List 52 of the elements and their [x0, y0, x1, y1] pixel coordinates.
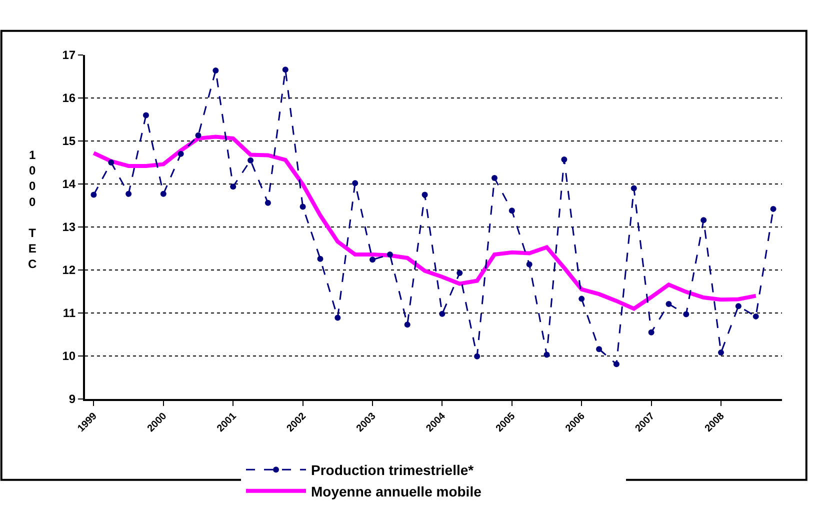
y-tick-label: 13: [62, 220, 76, 234]
point: [300, 204, 306, 210]
point: [561, 156, 568, 162]
point: [683, 311, 690, 318]
legend-label: Moyenne annuelle mobile: [311, 483, 482, 500]
point: [317, 256, 324, 262]
point: [212, 67, 219, 74]
point: [386, 252, 393, 258]
point: [334, 314, 341, 321]
point: [422, 192, 428, 198]
legend-label: Production trimestrielle*: [311, 462, 474, 478]
point: [456, 270, 463, 276]
point: [108, 160, 114, 166]
y-tick-label: 16: [62, 91, 76, 106]
y-tick-label: 14: [62, 177, 76, 192]
point: [230, 184, 236, 190]
point: [735, 303, 742, 310]
point: [596, 346, 602, 352]
y-tick-label: 9: [68, 392, 76, 406]
point: [195, 132, 202, 138]
point: [248, 157, 254, 164]
point: [404, 322, 410, 328]
point: [544, 352, 550, 358]
y-tick-label: 11: [62, 306, 76, 320]
y-tick-label: 15: [62, 134, 76, 148]
y-tick-label: 12: [62, 263, 76, 278]
point: [126, 190, 132, 197]
y-tick-label: 10: [62, 349, 76, 364]
point: [526, 261, 532, 268]
point: [508, 208, 515, 214]
point: [630, 185, 637, 192]
point: [439, 310, 446, 317]
point: [160, 190, 166, 197]
y-tick-label: 17: [62, 48, 76, 62]
point: [491, 174, 498, 181]
point: [613, 361, 620, 368]
point: [282, 66, 288, 73]
point: [264, 200, 271, 206]
point: [352, 180, 358, 186]
point: [370, 256, 376, 263]
point: [142, 112, 149, 118]
point: [666, 300, 672, 307]
point: [178, 150, 184, 157]
point: [578, 296, 585, 302]
point: [474, 353, 480, 360]
point: [700, 217, 707, 224]
point: [648, 329, 654, 336]
point: [752, 313, 759, 320]
point: [718, 350, 724, 356]
point: [770, 206, 776, 212]
point: [90, 192, 97, 198]
text: 1000 TEC: [28, 148, 37, 272]
